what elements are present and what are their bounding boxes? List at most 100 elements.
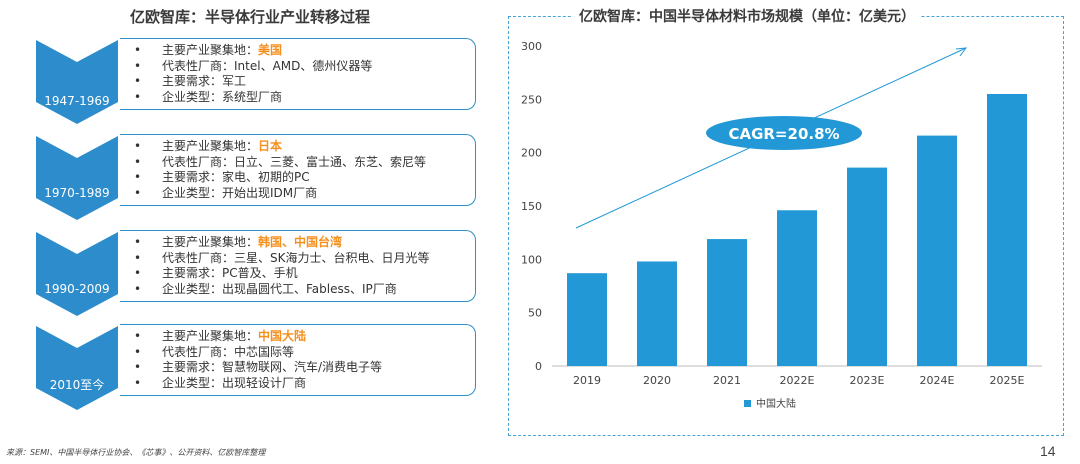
era-detail-box: • 主要产业聚集地：中国大陆 • 代表性厂商：中芯国际等 • 主要需求：智慧物联网、汽车/… — [120, 324, 476, 396]
era-detail-item: • 企业类型：出现轻设计厂商 — [120, 376, 382, 392]
era-period: 2010至今 — [49, 378, 105, 392]
era-detail-text: 主要产业聚集地： — [162, 235, 259, 249]
era-detail-text: 主要需求：PC普及、手机 — [162, 266, 298, 280]
page-number: 14 — [1040, 443, 1056, 459]
era-detail-text: 代表性厂商：三星、SK海力士、台积电、日月光等 — [162, 250, 430, 265]
bar — [987, 94, 1027, 366]
region-highlight: 中国大陆 — [258, 329, 307, 343]
chevron-arrow-icon — [36, 326, 118, 410]
era-detail-item: • 主要需求：军工 — [120, 74, 372, 90]
chevron-arrow-icon — [36, 232, 118, 316]
era-detail-text: 企业类型：出现轻设计厂商 — [162, 375, 307, 390]
era-detail-box: • 主要产业聚集地：日本 • 代表性厂商：日立、三菱、富士通、东芝、索尼等 • 主要需求：… — [120, 134, 476, 206]
legend-label: 中国大陆 — [756, 397, 796, 410]
era-detail-item: • 代表性厂商：日立、三菱、富士通、东芝、索尼等 — [120, 155, 426, 171]
x-tick-label: 2020 — [643, 374, 671, 387]
x-tick-label: 2025E — [990, 374, 1025, 387]
left-panel-title: 亿欧智库：半导体行业产业转移过程 — [130, 9, 371, 26]
y-tick-label: 50 — [528, 307, 542, 320]
bullet-icon: • — [134, 58, 142, 73]
bar-chart: 0 50 100 150 200 250 300 2019 2020 2021 2022E 2023E… — [521, 40, 1042, 410]
era-period: 1970-1989 — [44, 186, 110, 200]
era-period: 1947-1969 — [44, 94, 110, 108]
bullet-icon: • — [134, 139, 142, 153]
era-detail-item: • 企业类型：出现晶圆代工、Fabless、IP厂商 — [120, 282, 430, 298]
era-detail-text: 企业类型：出现晶圆代工、Fabless、IP厂商 — [162, 281, 397, 296]
bullet-icon: • — [134, 329, 142, 343]
bar — [567, 273, 607, 366]
y-tick-label: 300 — [521, 40, 542, 53]
era-detail-item: • 主要需求：家电、初期的PC — [120, 170, 426, 186]
source-note: 来源：SEMI、中国半导体行业协会、《芯事》、公开资料、亿欧智库整理 — [6, 448, 266, 457]
era-detail-text: 企业类型：开始出现IDM厂商 — [162, 185, 318, 200]
bullet-icon: • — [134, 360, 142, 374]
era-detail-text: 代表性厂商：Intel、AMD、德州仪器等 — [162, 58, 373, 73]
era-detail-item: • 企业类型：开始出现IDM厂商 — [120, 186, 426, 202]
legend-swatch — [744, 400, 751, 407]
x-tick-label: 2023E — [850, 374, 885, 387]
era-detail-item: • 主要产业聚集地：日本 — [120, 139, 426, 155]
era-detail-text: 主要产业聚集地： — [162, 43, 259, 57]
era-detail-item: • 代表性厂商：三星、SK海力士、台积电、日月光等 — [120, 251, 430, 267]
chart-title: 亿欧智库：中国半导体材料市场规模（单位：亿美元） — [573, 6, 921, 26]
region-highlight: 日本 — [258, 139, 283, 153]
region-highlight: 美国 — [258, 43, 283, 57]
y-tick-label: 150 — [521, 200, 542, 213]
era-detail-item: • 主要需求：智慧物联网、汽车/消费电子等 — [120, 360, 382, 376]
cagr-badge — [706, 116, 862, 150]
x-tick-label: 2021 — [713, 374, 741, 387]
bullet-icon: • — [134, 281, 142, 296]
x-tick-label: 2022E — [780, 374, 815, 387]
era-period: 1990-2009 — [44, 282, 110, 296]
bullet-icon: • — [134, 185, 142, 200]
bullet-icon: • — [134, 89, 142, 104]
bullet-icon: • — [134, 250, 142, 265]
era-detail-text: 企业类型：系统型厂商 — [162, 89, 283, 104]
chevron-arrow-icon — [36, 40, 118, 124]
bar — [637, 261, 677, 366]
era-detail-item: • 企业类型：系统型厂商 — [120, 90, 372, 106]
era-detail-text: 主要需求：家电、初期的PC — [162, 170, 310, 184]
bullet-icon: • — [134, 375, 142, 390]
bullet-icon: • — [134, 43, 142, 57]
cagr-label: CAGR=20.8% — [728, 125, 839, 143]
x-tick-label: 2019 — [573, 374, 601, 387]
era-detail-text: 代表性厂商：日立、三菱、富士通、东芝、索尼等 — [162, 154, 427, 169]
chevron-arrow-icon — [36, 136, 118, 220]
era-detail-text: 主要产业聚集地： — [162, 329, 259, 343]
era-detail-text: 主要需求：军工 — [162, 74, 247, 88]
era-detail-list: • 主要产业聚集地：日本 • 代表性厂商：日立、三菱、富士通、东芝、索尼等 • 主要需求：… — [120, 139, 426, 201]
bullet-icon: • — [134, 344, 142, 359]
era-chevron: 2010至今 — [36, 326, 118, 412]
bullet-icon: • — [134, 170, 142, 184]
x-tick-label: 2024E — [920, 374, 955, 387]
era-chevron: 1947-1969 — [36, 40, 118, 126]
era-detail-item: • 主要产业聚集地：韩国、中国台湾 — [120, 235, 430, 251]
era-chevron: 1990-2009 — [36, 232, 118, 318]
era-detail-item: • 代表性厂商：中芯国际等 — [120, 345, 382, 361]
y-tick-label: 200 — [521, 147, 542, 160]
bar — [847, 167, 887, 366]
era-detail-list: • 主要产业聚集地：韩国、中国台湾 • 代表性厂商：三星、SK海力士、台积电、日月光等… — [120, 235, 430, 297]
arrowhead-icon — [955, 47, 968, 57]
bullet-icon: • — [134, 235, 142, 249]
era-detail-item: • 主要产业聚集地：中国大陆 — [120, 329, 382, 345]
bar — [707, 239, 747, 366]
era-detail-list: • 主要产业聚集地：中国大陆 • 代表性厂商：中芯国际等 • 主要需求：智慧物联网、汽车/… — [120, 329, 382, 391]
era-chevron: 1970-1989 — [36, 136, 118, 222]
era-detail-box: • 主要产业聚集地：韩国、中国台湾 • 代表性厂商：三星、SK海力士、台积电、日月光等… — [120, 230, 476, 302]
bullet-icon: • — [134, 74, 142, 88]
bullet-icon: • — [134, 266, 142, 280]
era-detail-list: • 主要产业聚集地：美国 • 代表性厂商：Intel、AMD、德州仪器等 • 主要需求：军… — [120, 43, 372, 105]
y-tick-label: 100 — [521, 253, 542, 266]
era-detail-item: • 主要产业聚集地：美国 — [120, 43, 372, 59]
y-tick-label: 0 — [535, 360, 542, 373]
era-detail-text: 主要需求：智慧物联网、汽车/消费电子等 — [162, 360, 383, 374]
bullet-icon: • — [134, 154, 142, 169]
region-highlight: 韩国、中国台湾 — [258, 235, 343, 249]
bar — [777, 210, 817, 366]
era-detail-text: 代表性厂商：中芯国际等 — [162, 344, 295, 359]
era-detail-box: • 主要产业聚集地：美国 • 代表性厂商：Intel、AMD、德州仪器等 • 主要需求：军… — [120, 38, 476, 110]
bar — [917, 135, 957, 366]
era-detail-item: • 代表性厂商：Intel、AMD、德州仪器等 — [120, 59, 372, 75]
